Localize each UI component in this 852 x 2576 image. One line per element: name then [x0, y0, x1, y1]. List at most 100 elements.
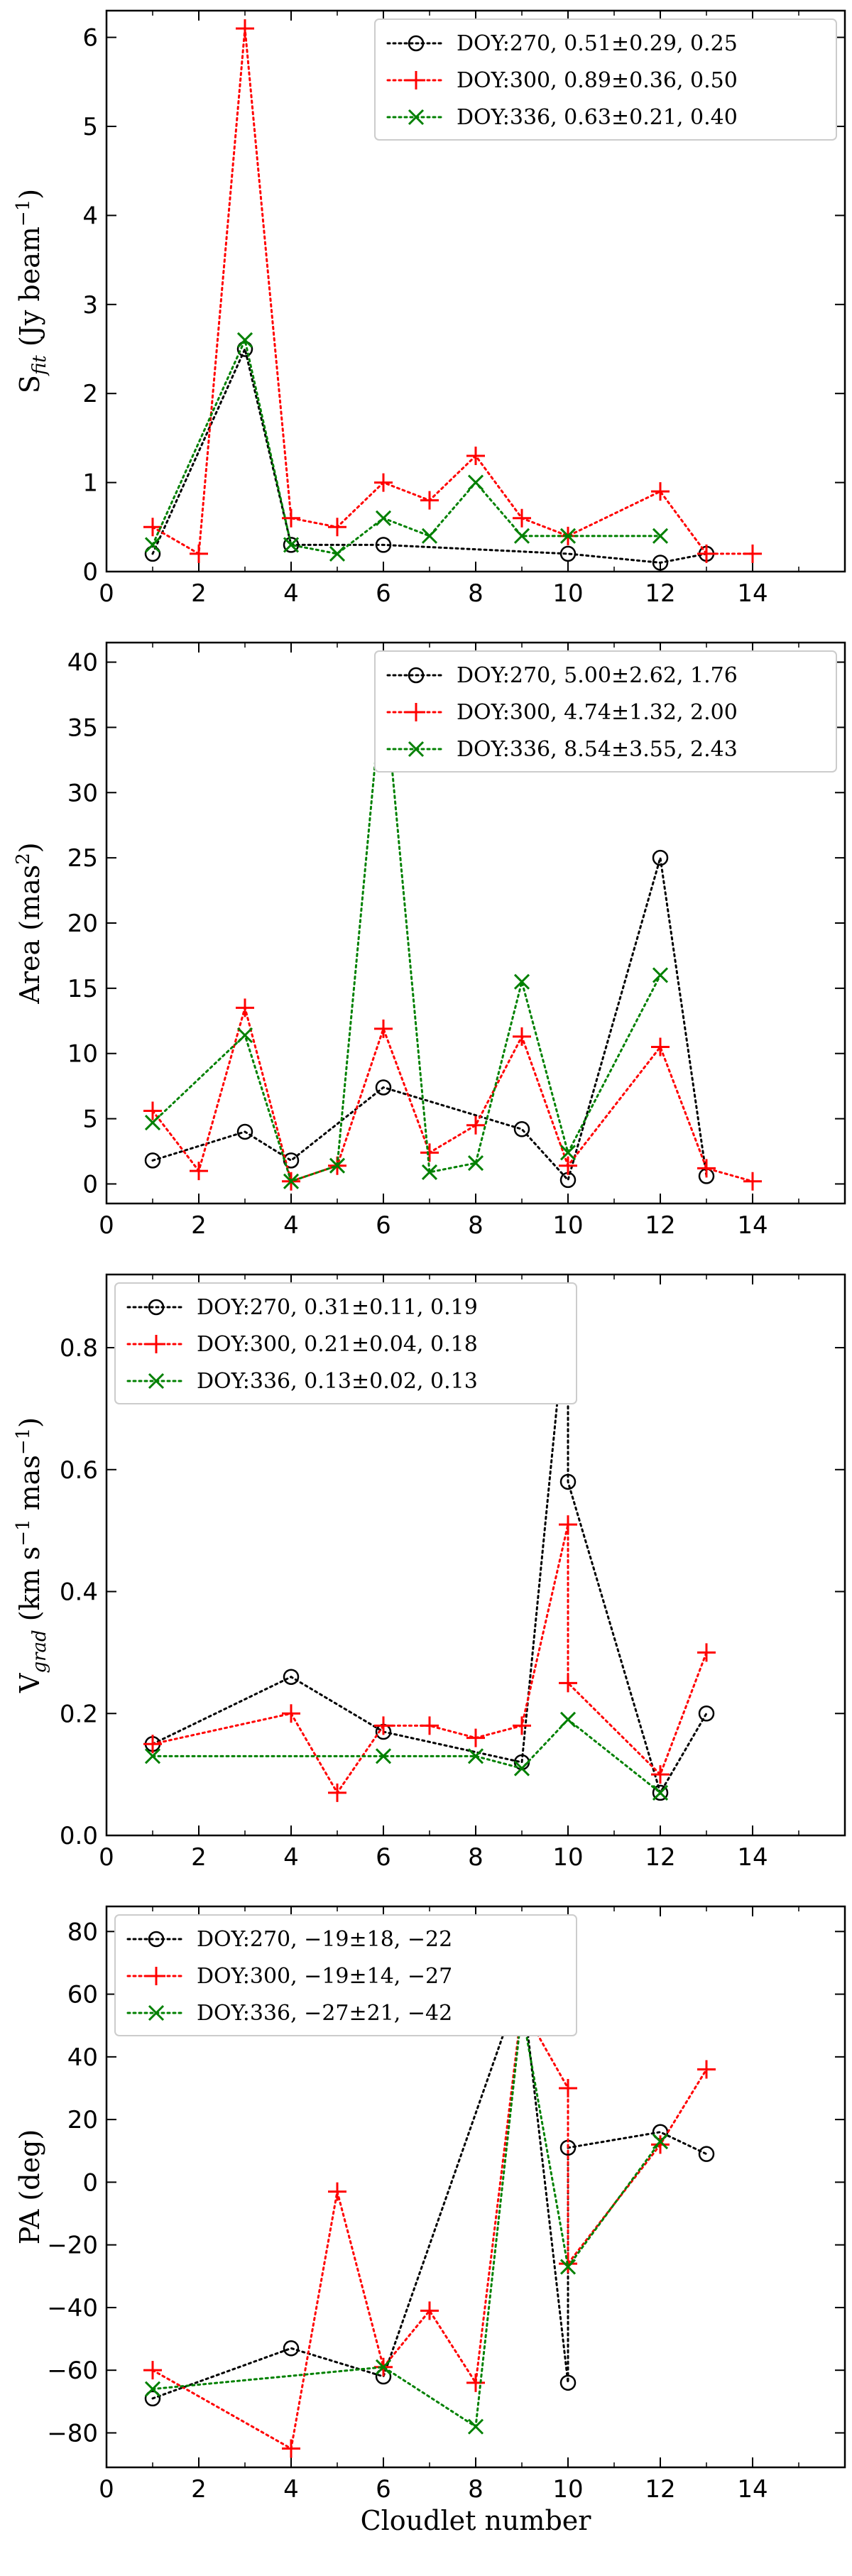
- y-axis-label-subscript: fit: [29, 355, 50, 376]
- series-line: [151, 1981, 708, 2400]
- data-point: [420, 491, 439, 510]
- legend-box: [374, 18, 837, 141]
- data-point: [466, 1728, 485, 1747]
- data-point: [651, 1765, 670, 1784]
- x-tick-label: 2: [191, 2475, 207, 2504]
- y-axis-label: PA (deg): [14, 2129, 45, 2244]
- legend-marker: [408, 35, 425, 52]
- data-point: [375, 510, 392, 526]
- data-point: [697, 544, 716, 563]
- legend-marker: [148, 2004, 165, 2021]
- x-tick-label: 0: [99, 1843, 114, 1872]
- data-point: [652, 967, 669, 983]
- y-tick-label: 0.2: [60, 1700, 98, 1728]
- y-axis-label-superscript: −1: [13, 1519, 34, 1546]
- x-tick-label: 4: [283, 1843, 299, 1872]
- data-point: [652, 1784, 669, 1801]
- y-axis-label-main: S: [14, 375, 45, 393]
- data-point: [559, 1711, 577, 1728]
- x-tick-label: 12: [645, 1211, 675, 1240]
- data-point: [144, 2381, 161, 2397]
- legend-label: DOY:336, 8.54±3.55, 2.43: [457, 737, 738, 762]
- legend-item: DOY:336, 8.54±3.55, 2.43: [386, 737, 738, 762]
- series-line: [151, 337, 662, 555]
- data-point: [466, 1115, 485, 1135]
- data-point: [375, 1079, 392, 1096]
- data-point: [559, 2078, 577, 2097]
- y-tick-label: 25: [67, 844, 98, 873]
- data-point: [559, 1515, 577, 1534]
- y-tick-label: 2: [82, 380, 98, 408]
- y-axis-label: Area (mas2): [13, 842, 45, 1004]
- data-point: [467, 474, 484, 491]
- data-point: [236, 19, 254, 38]
- x-tick-label: 10: [552, 579, 583, 608]
- y-tick-label: 35: [67, 714, 98, 742]
- data-point: [190, 1162, 208, 1181]
- series-DOY-336: [144, 1711, 669, 1801]
- series-line: [151, 2009, 662, 2429]
- data-point: [698, 2146, 715, 2162]
- legend-marker: [408, 109, 425, 126]
- x-tick-label: 12: [645, 2475, 675, 2504]
- y-tick-label: 15: [67, 975, 98, 1003]
- legend-box: [114, 1914, 577, 2036]
- data-point: [282, 2439, 300, 2458]
- data-point: [143, 518, 162, 537]
- chart-panel-vgrad: 0 2 4 6 8 10 12 14 0.0 0.2 0.4 0.6 0.8 Vgrad (km s−1 …: [13, 1273, 846, 1872]
- data-point: [283, 2340, 300, 2357]
- data-point: [190, 544, 208, 563]
- legend-marker: [148, 1372, 165, 1390]
- data-point: [513, 973, 530, 990]
- data-point: [329, 545, 346, 562]
- data-point: [328, 2182, 346, 2201]
- series-line: [151, 2003, 708, 2450]
- series-line: [151, 1524, 708, 1795]
- data-point: [513, 1716, 531, 1735]
- data-point: [559, 1145, 577, 1161]
- x-axis-label: Cloudlet number: [361, 2505, 592, 2536]
- series-DOY-300: [143, 1515, 716, 1802]
- legend-marker: [407, 703, 425, 721]
- legend-label: DOY:336, −27±21, −42: [197, 2001, 452, 2026]
- x-tick-label: 4: [283, 579, 299, 608]
- y-axis-label-end: ): [14, 1417, 45, 1428]
- data-point: [651, 1037, 670, 1057]
- data-point: [697, 1643, 716, 1662]
- data-point: [374, 1019, 393, 1038]
- x-tick-label: 14: [737, 579, 768, 608]
- y-axis-label-superscript: −1: [13, 1428, 34, 1455]
- series-line: [151, 675, 662, 1183]
- chart-panel-pa: 0 2 4 6 8 10 12 14 −80 −60 −40 −20 0 20 40 60 80 PA (deg)…: [14, 1905, 846, 2536]
- data-point: [652, 528, 669, 544]
- y-tick-label: 80: [67, 1918, 98, 1946]
- data-point: [698, 1705, 715, 1722]
- x-tick-label: 8: [468, 1211, 484, 1240]
- data-point: [282, 508, 300, 528]
- legend: DOY:270, −19±18, −22 DOY:300, −19±14, −27…: [114, 1914, 577, 2036]
- legend-marker: [407, 71, 425, 89]
- series-line: [151, 345, 708, 564]
- data-point: [651, 2135, 670, 2154]
- data-point: [236, 1027, 253, 1044]
- data-point: [559, 1674, 577, 1693]
- legend: DOY:270, 0.51±0.29, 0.25 DOY:300, 0.89±0.…: [374, 18, 837, 141]
- data-point: [559, 1156, 577, 1175]
- data-point: [467, 2418, 484, 2435]
- x-tick-label: 8: [468, 579, 484, 608]
- data-point: [513, 528, 530, 544]
- legend-label: DOY:270, 0.31±0.11, 0.19: [197, 1295, 478, 1320]
- y-tick-label: 30: [67, 779, 98, 807]
- x-tick-label: 10: [552, 1843, 583, 1872]
- legend-label: DOY:300, 4.74±1.32, 2.00: [457, 700, 738, 725]
- legend-item: DOY:300, 0.21±0.04, 0.18: [126, 1332, 478, 1357]
- x-tick-label: 14: [737, 1843, 768, 1872]
- x-tick-label: 10: [552, 2475, 583, 2504]
- y-tick-label: 40: [67, 649, 98, 677]
- data-point: [282, 1704, 300, 1723]
- y-tick-label: 0.8: [60, 1334, 98, 1363]
- y-tick-label: −80: [47, 2419, 98, 2447]
